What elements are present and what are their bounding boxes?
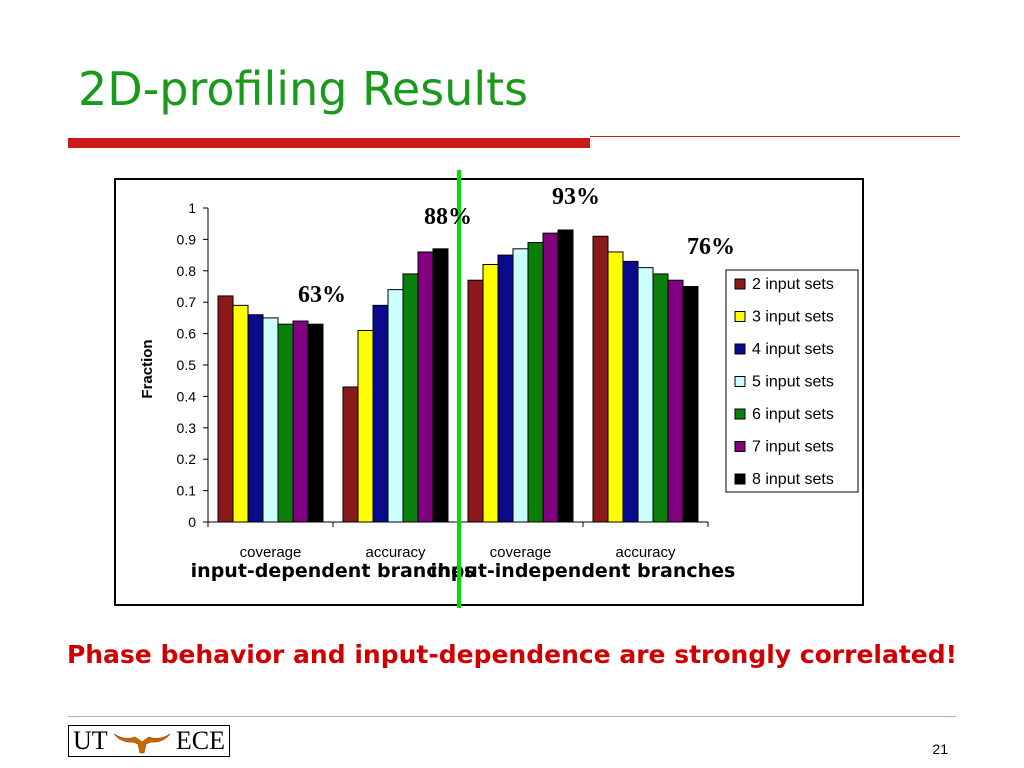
chart-frame (114, 178, 864, 606)
slide-caption: Phase behavior and input-dependence are … (66, 640, 958, 669)
slide-title: 2D-profiling Results (78, 62, 529, 116)
logo-right-text: ECE (175, 726, 225, 755)
logo-left-text: UT (73, 726, 108, 755)
footer-divider (68, 716, 956, 717)
longhorn-icon (108, 728, 176, 754)
title-underline-thin (590, 136, 960, 137)
ut-ece-logo: UT ECE (68, 725, 230, 757)
page-number: 21 (932, 741, 948, 757)
title-underline-thick (68, 138, 590, 148)
